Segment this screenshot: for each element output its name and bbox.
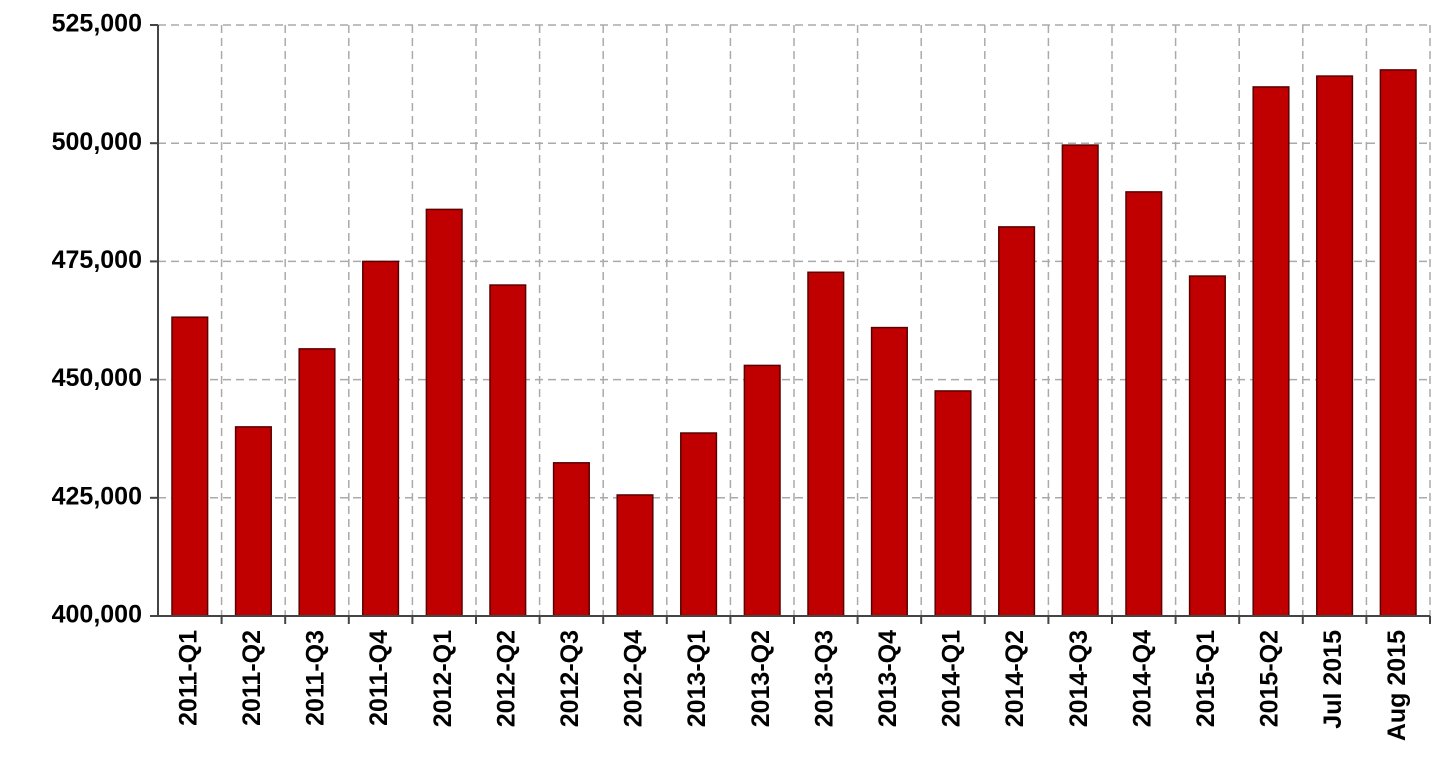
bar bbox=[807, 271, 845, 617]
bar bbox=[616, 494, 654, 617]
bar bbox=[998, 226, 1036, 617]
bar bbox=[870, 326, 908, 617]
x-tick-label: 2012-Q3 bbox=[556, 630, 584, 727]
bar bbox=[171, 316, 209, 617]
x-tick-label: 2011-Q2 bbox=[238, 630, 266, 726]
x-tick-label: 2014-Q2 bbox=[1001, 630, 1029, 727]
x-tick-label: 2012-Q4 bbox=[620, 630, 648, 727]
y-tick-label: 400,000 bbox=[52, 601, 142, 629]
bar bbox=[1252, 86, 1290, 617]
bar bbox=[298, 348, 336, 617]
bar bbox=[1188, 275, 1226, 617]
x-tick-label: 2014-Q1 bbox=[938, 630, 966, 727]
bar bbox=[362, 260, 400, 617]
x-tick-label: 2015-Q2 bbox=[1256, 630, 1284, 727]
y-tick-label: 450,000 bbox=[52, 364, 142, 392]
x-tick-label: 2013-Q4 bbox=[874, 630, 902, 727]
x-tick-label: 2011-Q1 bbox=[174, 630, 202, 726]
bar bbox=[743, 364, 781, 617]
bar bbox=[1379, 69, 1417, 617]
x-tick-label: 2011-Q4 bbox=[365, 630, 393, 726]
x-tick-label: Aug 2015 bbox=[1383, 630, 1411, 741]
x-tick-label: 2012-Q1 bbox=[429, 630, 457, 727]
bar bbox=[1316, 75, 1354, 617]
x-tick-label: 2013-Q2 bbox=[747, 630, 775, 727]
bar bbox=[934, 390, 972, 617]
bar bbox=[552, 462, 590, 617]
x-tick-label: 2015-Q1 bbox=[1192, 630, 1220, 727]
x-tick-label: 2011-Q3 bbox=[302, 630, 330, 726]
x-tick-label: 2014-Q3 bbox=[1065, 630, 1093, 727]
bar bbox=[680, 432, 718, 617]
bar bbox=[234, 426, 272, 617]
y-tick-label: 475,000 bbox=[52, 246, 142, 274]
x-tick-label: 2013-Q1 bbox=[683, 630, 711, 727]
y-tick-label: 500,000 bbox=[52, 128, 142, 156]
y-tick-label: 425,000 bbox=[52, 482, 142, 510]
bar bbox=[1061, 144, 1099, 617]
bar bbox=[489, 284, 527, 617]
y-tick-label: 525,000 bbox=[52, 10, 142, 38]
x-tick-label: 2014-Q4 bbox=[1128, 630, 1156, 727]
x-tick-label: Jul 2015 bbox=[1319, 630, 1347, 729]
x-tick-label: 2012-Q2 bbox=[492, 630, 520, 727]
bar bbox=[1125, 191, 1163, 617]
x-tick-label: 2013-Q3 bbox=[810, 630, 838, 727]
bar bbox=[425, 208, 463, 617]
